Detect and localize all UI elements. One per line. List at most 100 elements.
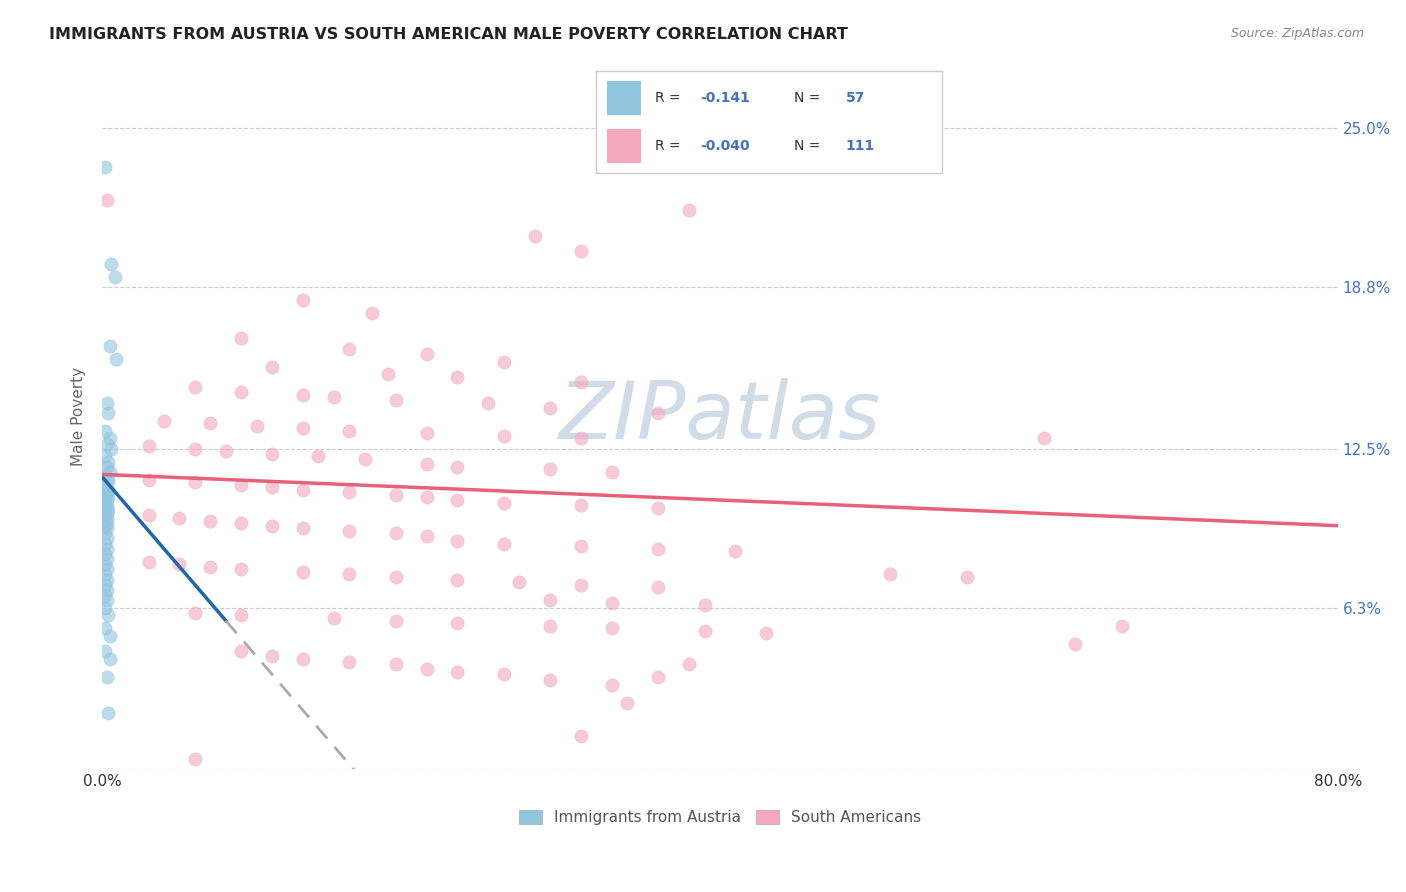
Point [231, 608, 253, 623]
Point [291, 652, 314, 666]
Point [337, 485, 360, 500]
Point [569, 244, 592, 259]
Point [600, 465, 623, 479]
Point [94, 644, 117, 658]
Text: Source: ZipAtlas.com: Source: ZipAtlas.com [1230, 27, 1364, 40]
Point [384, 526, 406, 541]
Point [96, 562, 118, 576]
Point [96, 511, 118, 525]
Point [200, 514, 222, 528]
Point [100, 442, 122, 456]
Point [94, 450, 117, 464]
Point [97, 706, 120, 720]
Point [446, 616, 468, 631]
Point [97, 503, 120, 517]
Point [678, 203, 700, 218]
Point [337, 342, 360, 356]
Point [200, 416, 222, 430]
Point [98, 339, 121, 353]
Point [97, 406, 120, 420]
Point [262, 447, 284, 461]
Point [94, 577, 117, 591]
Text: ZIPatlas: ZIPatlas [560, 377, 882, 456]
Point [184, 752, 207, 766]
Point [569, 498, 592, 512]
Point [384, 488, 406, 502]
Point [262, 359, 284, 374]
Point [231, 516, 253, 530]
Point [184, 475, 207, 489]
Point [492, 495, 515, 509]
Point [538, 462, 561, 476]
Point [153, 413, 176, 427]
Point [956, 570, 979, 584]
Point [94, 547, 117, 561]
Point [96, 552, 118, 566]
Point [231, 644, 253, 658]
Point [231, 477, 253, 491]
Point [647, 500, 669, 515]
Point [94, 536, 117, 550]
Point [98, 629, 121, 643]
Point [184, 442, 207, 456]
Point [446, 534, 468, 549]
Point [96, 516, 118, 530]
Point [492, 354, 515, 368]
Point [446, 665, 468, 679]
Point [291, 521, 314, 535]
Point [647, 670, 669, 684]
Point [94, 514, 117, 528]
Point [184, 606, 207, 620]
Point [446, 370, 468, 384]
Point [337, 655, 360, 669]
Point [105, 351, 128, 366]
Point [94, 526, 117, 541]
Point [200, 559, 222, 574]
Point [96, 485, 118, 500]
Point [337, 567, 360, 582]
Point [361, 306, 384, 320]
Point [415, 491, 437, 505]
Point [262, 518, 284, 533]
Point [96, 582, 118, 597]
Point [291, 565, 314, 579]
Point [693, 624, 716, 638]
Point [508, 575, 530, 590]
Point [96, 498, 118, 512]
Point [246, 418, 269, 433]
Point [616, 696, 638, 710]
Point [94, 621, 117, 635]
Y-axis label: Male Poverty: Male Poverty [72, 368, 86, 467]
Point [94, 488, 117, 502]
Point [337, 524, 360, 538]
Point [94, 508, 117, 523]
Point [103, 269, 125, 284]
Point [262, 649, 284, 664]
Point [569, 432, 592, 446]
Point [446, 493, 468, 508]
Point [647, 406, 669, 420]
Point [231, 562, 253, 576]
Point [138, 508, 160, 523]
Point [184, 380, 207, 394]
Point [97, 473, 120, 487]
Point [96, 475, 118, 489]
Point [1064, 637, 1087, 651]
Point [693, 598, 716, 612]
Point [384, 392, 406, 407]
Point [96, 532, 118, 546]
Point [384, 614, 406, 628]
Point [94, 588, 117, 602]
Point [96, 573, 118, 587]
Point [94, 480, 117, 494]
Point [569, 577, 592, 591]
Point [98, 652, 121, 666]
Point [138, 555, 160, 569]
Point [337, 424, 360, 438]
Point [96, 521, 118, 535]
Point [98, 432, 121, 446]
Point [647, 541, 669, 556]
Point [538, 401, 561, 415]
Point [291, 388, 314, 402]
Point [322, 611, 344, 625]
